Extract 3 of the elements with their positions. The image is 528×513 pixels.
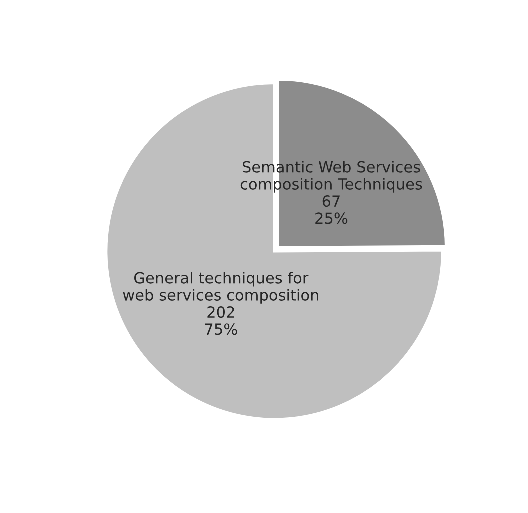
data-label: 67 25% [316,196,348,224]
data-label: 202 75% [205,306,238,336]
slice-label: General techniques for web services composition [123,272,318,304]
